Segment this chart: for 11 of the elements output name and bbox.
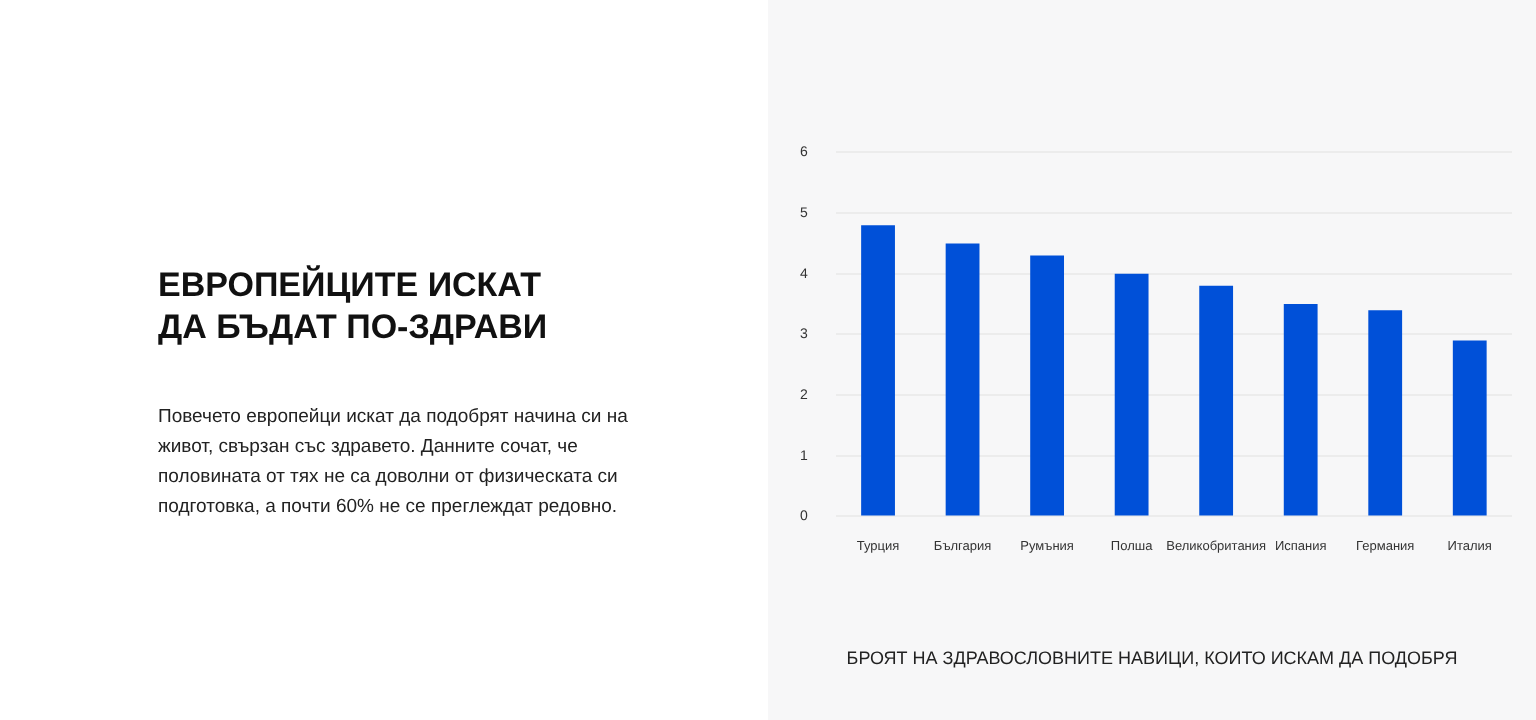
bar	[1199, 285, 1234, 516]
text: ЕВРОПЕЙЦИТЕ ИСКАТ ДА БЪДАТ ПО-ЗДРАВИ	[158, 264, 550, 348]
bar	[861, 225, 895, 516]
text: БРОЯТ НА ЗДРАВОСЛОВНИТЕ НАВИЦИ, КОИТО ИСКАМ ДА ПОДОБРЯ	[844, 648, 1460, 668]
bar	[1368, 310, 1403, 516]
bar	[1452, 340, 1487, 516]
text: Повечето европейци искат да подобрят начина си на живот, свързан със здравето. Данните сочат, че половината от тях не са доволни от физическата си подготовка, а почти 60% не се преглеждат редовно.	[158, 404, 630, 522]
bar	[1283, 304, 1318, 516]
bar	[1114, 273, 1149, 516]
bar	[945, 243, 980, 516]
bar	[1030, 255, 1065, 516]
